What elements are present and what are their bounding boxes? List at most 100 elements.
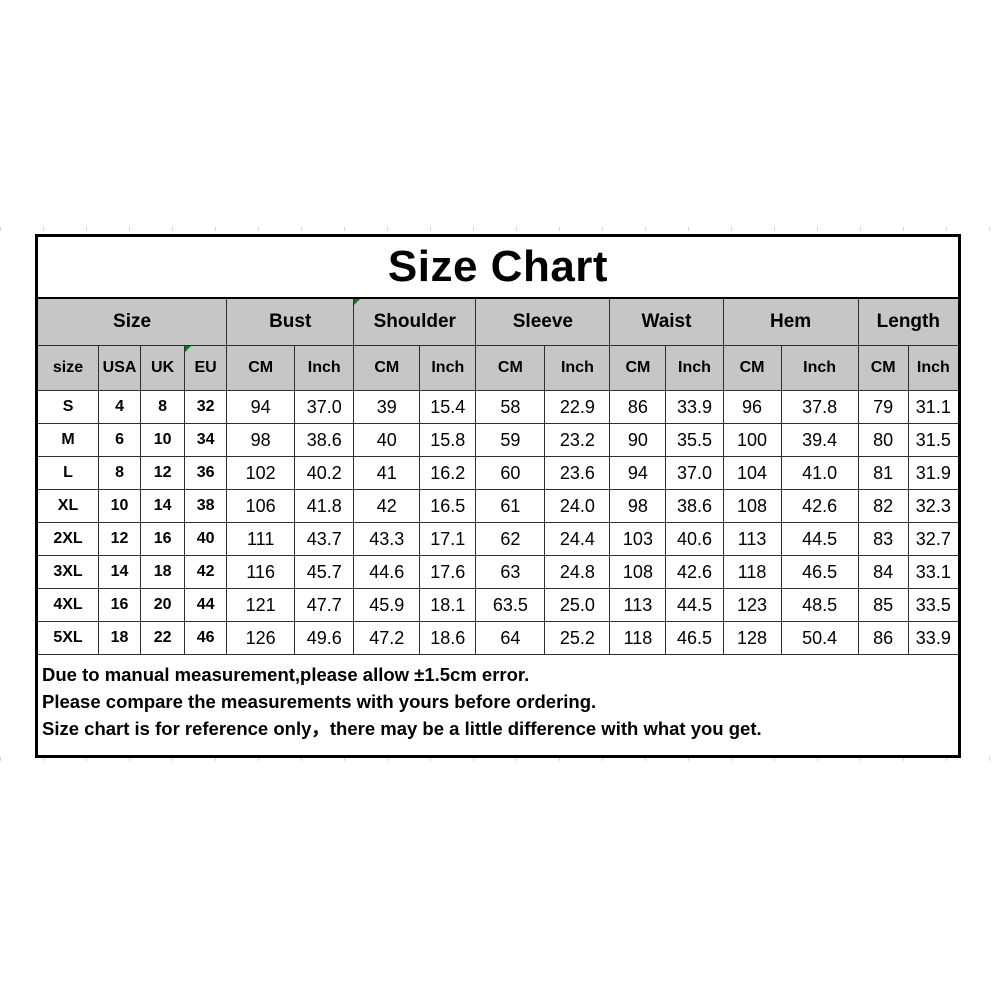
measurement-cell: 18.6 [419,621,477,655]
measurement-cell: 126 [226,621,296,655]
measurement-cell: 41 [353,456,421,490]
subheader-sleeve-inch: Inch [544,345,611,391]
measurement-cell: 41.8 [294,489,355,523]
size-label-cell: XL [35,489,100,523]
size-label-cell: 5XL [35,621,100,655]
measurement-cell: 35.5 [665,423,724,457]
spreadsheet-column-ticks-top [0,227,1001,231]
measurement-cell: 33.1 [907,555,961,589]
measurement-cell: 98 [609,489,667,523]
measurement-cell: 85 [857,588,909,622]
measurement-cell: 24.0 [544,489,611,523]
subheader-usa: USA [98,345,142,391]
measurement-cell: 62 [475,522,546,556]
table-row: 2XL 12 16 40 111 43.7 43.3 17.1 62 24.4 103 40.6 113… [35,522,961,556]
measurement-cell: 8 [140,390,186,424]
measurement-cell: 42.6 [665,555,724,589]
measurement-cell: 116 [226,555,296,589]
measurement-cell: 41.0 [780,456,859,490]
measurement-cell: 106 [226,489,296,523]
column-group-hem: Hem [722,297,859,346]
measurement-cell: 25.2 [544,621,611,655]
measurement-cell: 47.7 [294,588,355,622]
measurement-cell: 31.5 [907,423,961,457]
measurement-cell: 46.5 [665,621,724,655]
measurement-cell: 15.4 [419,390,477,424]
measurement-cell: 31.1 [907,390,961,424]
measurement-cell: 23.6 [544,456,611,490]
size-chart-table: Size Chart Size Bust Shoulder Sleeve Wai… [35,234,961,758]
measurement-cell: 83 [857,522,909,556]
title-row: Size Chart [36,235,960,299]
measurement-cell: 58 [475,390,546,424]
measurement-cell: 90 [609,423,667,457]
measurement-cell: 45.9 [353,588,421,622]
measurement-cell: 33.9 [665,390,724,424]
measurement-cell: 96 [722,390,782,424]
measurement-cell: 128 [722,621,782,655]
measurement-cell: 18.1 [419,588,477,622]
measurement-cell: 44.5 [780,522,859,556]
subheader-waist-inch: Inch [665,345,724,391]
subheader-hem-inch: Inch [780,345,859,391]
measurement-cell: 4 [98,390,142,424]
measurement-cell: 63 [475,555,546,589]
measurement-cell: 61 [475,489,546,523]
subheader-bust-cm: CM [226,345,296,391]
size-label-cell: 4XL [35,588,100,622]
measurement-cell: 22.9 [544,390,611,424]
measurement-cell: 12 [98,522,142,556]
measurement-cell: 15.8 [419,423,477,457]
measurement-cell: 48.5 [780,588,859,622]
measurement-cell: 14 [98,555,142,589]
measurement-cell: 6 [98,423,142,457]
column-group-length: Length [857,297,961,346]
measurement-cell: 86 [857,621,909,655]
measurement-cell: 40.2 [294,456,355,490]
measurement-cell: 45.7 [294,555,355,589]
measurement-cell: 80 [857,423,909,457]
measurement-cell: 37.8 [780,390,859,424]
measurement-cell: 47.2 [353,621,421,655]
measurement-cell: 33.5 [907,588,961,622]
measurement-cell: 31.9 [907,456,961,490]
measurement-cell: 39 [353,390,421,424]
measurement-cell: 46 [184,621,228,655]
measurement-cell: 38.6 [294,423,355,457]
comment-marker-icon [185,346,192,352]
subheader-size: size [35,345,100,391]
size-table-body: S 4 8 32 94 37.0 39 15.4 58 22.9 86 33.9 96 37.8 79 31.… [35,390,961,655]
subheader-eu: EU [184,345,228,391]
measurement-cell: 49.6 [294,621,355,655]
measurement-cell: 108 [609,555,667,589]
measurement-cell: 38 [184,489,228,523]
column-group-bust: Bust [226,297,355,346]
measurement-cell: 108 [722,489,782,523]
measurement-cell: 113 [609,588,667,622]
measurement-cell: 104 [722,456,782,490]
measurement-cell: 18 [98,621,142,655]
measurement-cell: 60 [475,456,546,490]
measurement-cell: 32.3 [907,489,961,523]
measurement-cell: 102 [226,456,296,490]
subheader-sleeve-cm: CM [475,345,546,391]
notes-row: Due to manual measurement,please allow ±… [36,654,960,757]
measurement-cell: 17.6 [419,555,477,589]
measurement-cell: 42.6 [780,489,859,523]
measurement-cell: 22 [140,621,186,655]
measurement-cell: 40 [353,423,421,457]
measurement-cell: 14 [140,489,186,523]
table-row: M 6 10 34 98 38.6 40 15.8 59 23.2 90 35.5 100 39.4 80 3… [35,423,961,457]
measurement-cell: 24.4 [544,522,611,556]
measurement-cell: 44 [184,588,228,622]
subheader-length-inch: Inch [907,345,961,391]
table-row: XL 10 14 38 106 41.8 42 16.5 61 24.0 98 38.6 108 42.6… [35,489,961,523]
measurement-cell: 44.6 [353,555,421,589]
measurement-cell: 8 [98,456,142,490]
measurement-cell: 118 [609,621,667,655]
subheader-shoulder-inch: Inch [419,345,477,391]
measurement-cell: 103 [609,522,667,556]
measurement-cell: 40.6 [665,522,724,556]
size-label-cell: M [35,423,100,457]
measurement-cell: 46.5 [780,555,859,589]
